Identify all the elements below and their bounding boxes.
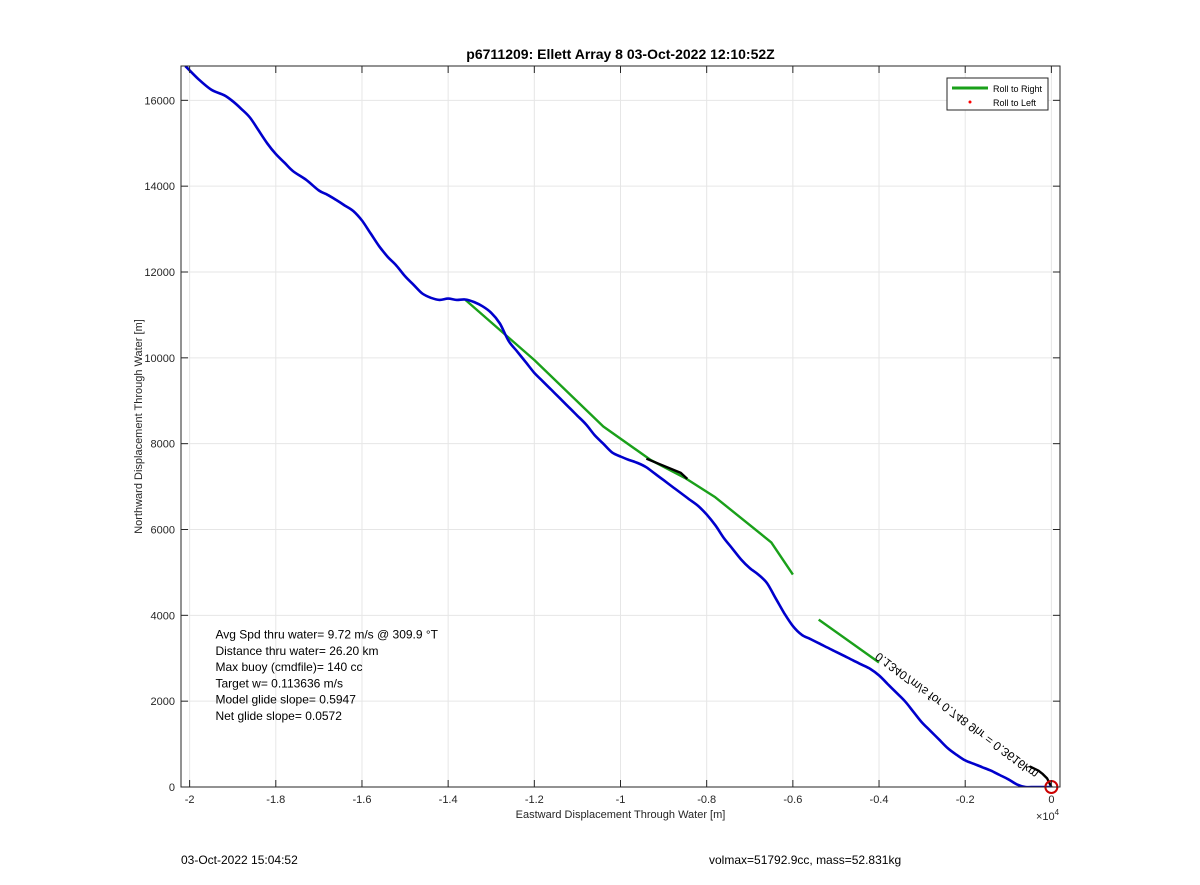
- y-tick-label: 0: [169, 782, 175, 794]
- y-tick-label: 4000: [151, 610, 175, 622]
- stats-annotation: Avg Spd thru water= 9.72 m/s @ 309.9 °T: [215, 628, 438, 642]
- x-tick-label: -1.4: [439, 794, 458, 806]
- legend: Roll to Right Roll to Left: [946, 77, 1049, 111]
- y-axis-label: Northward Displacement Through Water [m]: [133, 319, 145, 534]
- y-tick-label: 14000: [144, 181, 175, 193]
- stats-annotation: Target w= 0.113636 m/s: [215, 676, 343, 690]
- stats-annotation: Max buoy (cmdfile)= 140 cc: [215, 660, 362, 674]
- trajectory-line: [184, 66, 1052, 787]
- x-exponent-label: ×104: [1036, 808, 1060, 823]
- x-tick-label: 0: [1048, 794, 1054, 806]
- series-line-0: [464, 298, 794, 576]
- series-line-0: [818, 618, 880, 664]
- x-tick-label: -1.2: [525, 794, 544, 806]
- y-tick-label: 12000: [144, 267, 175, 279]
- y-tick-label: 6000: [151, 525, 175, 537]
- x-tick-label: -0.4: [870, 794, 889, 806]
- x-tick-label: -2: [185, 794, 195, 806]
- x-tick-label: -0.2: [956, 794, 975, 806]
- y-tick-label: 10000: [144, 353, 175, 365]
- series-line-1: [645, 457, 689, 480]
- legend-box: [946, 77, 1049, 111]
- footer-timestamp: 03-Oct-2022 15:04:52: [181, 853, 298, 867]
- series-lines: [184, 66, 1053, 787]
- footer-volume-mass: volmax=51792.9cc, mass=52.831kg: [709, 853, 902, 867]
- legend-entry-label: Roll to Right: [993, 84, 1043, 94]
- legend-dot-swatch: [968, 100, 972, 104]
- y-tick-label: 16000: [144, 95, 175, 107]
- stats-annotation: Net glide slope= 0.0572: [215, 709, 342, 723]
- stats-annotation: Distance thru water= 26.20 km: [215, 644, 378, 658]
- x-tick-label: -0.6: [783, 794, 802, 806]
- x-tick-label: -1.6: [352, 794, 371, 806]
- y-tick-label: 8000: [151, 439, 175, 451]
- axes: -2 -1.8 -1.6 -1.4 -1.2 -1 -0.8 -0.6 -0.4 -0.2 0 0 20…: [133, 46, 1061, 823]
- stats-annotation: Model glide slope= 0.5947: [215, 693, 356, 707]
- y-tick-label: 2000: [151, 696, 175, 708]
- x-tick-label: -1: [616, 794, 626, 806]
- x-tick-label: -1.8: [266, 794, 285, 806]
- x-axis-label: Eastward Displacement Through Water [m]: [516, 809, 726, 821]
- x-tick-label: -0.8: [697, 794, 716, 806]
- legend-entry-label: Roll to Left: [993, 98, 1037, 108]
- chart-title: p6711209: Ellett Array 8 03-Oct-2022 12:…: [466, 46, 775, 62]
